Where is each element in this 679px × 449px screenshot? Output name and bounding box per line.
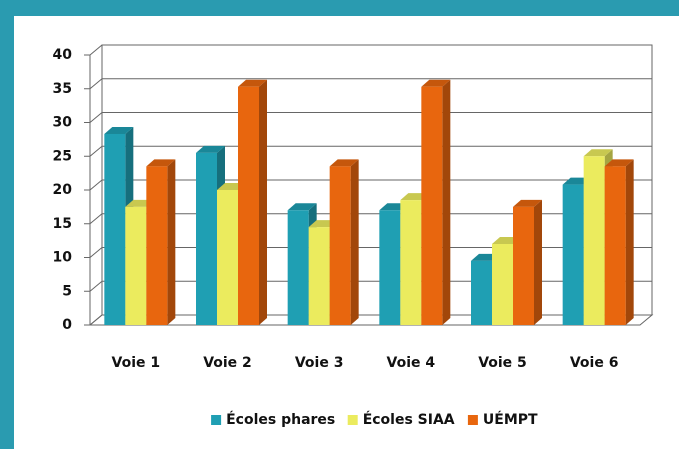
y-tick-label: 25 [53,148,72,164]
y-tick-label: 5 [62,283,72,299]
bar-front [238,86,259,325]
left-border [0,0,14,449]
bar-top [196,145,225,153]
bar-front [308,227,330,325]
grid-line [89,44,652,56]
bar-front [379,210,401,325]
bar-front [217,190,238,325]
grid-line [89,78,652,90]
bar-side [534,199,542,325]
bar [604,159,634,325]
x-tick-label: Voie 2 [203,355,252,371]
bar-front [104,133,126,325]
grid-line [89,280,652,292]
bar-top [604,159,634,167]
bar-top [238,79,267,87]
legend-label: Écoles phares [226,411,335,428]
grid-line [89,112,652,123]
bar-front [329,166,351,325]
bar-side [167,159,176,325]
grid-line [89,213,652,225]
y-tick-label: 30 [53,115,73,131]
y-tick-label: 35 [53,81,72,97]
bar-top [329,159,359,167]
y-tick-label: 15 [53,216,72,232]
bar-front [400,200,422,325]
top-border [0,0,679,16]
legend-swatch [347,415,358,425]
bar-top [287,203,317,211]
bar-front [196,152,217,325]
y-tick-label: 40 [53,47,73,63]
legend-label: UÉMPT [483,411,538,428]
bar [421,79,451,325]
bar-top [104,126,134,134]
grid-line [89,247,652,258]
legend-label: Écoles SIAA [363,411,455,428]
legend-swatch [467,415,478,425]
x-tick-label: Voie 5 [478,355,527,371]
grid-line [89,145,652,157]
x-tick-label: Voie 1 [112,355,161,371]
grid-line [89,179,652,191]
bar-front [562,184,584,325]
bar [329,159,359,325]
x-tick-label: Voie 6 [570,355,619,371]
bar-front [604,166,626,325]
bar-front [583,156,605,325]
bar-front [287,210,309,325]
bar-front [421,86,443,325]
grid-line [89,314,652,326]
x-tick-label: Voie 4 [387,355,436,371]
bar [238,79,267,325]
bar-side [442,79,451,325]
bar [146,159,176,325]
x-tick-label: Voie 3 [295,355,344,371]
bar-side [625,159,634,325]
bar-front [125,206,147,325]
bar-front [513,206,534,325]
bar-side [259,79,267,325]
bar-top [583,149,613,157]
bar-top [146,159,176,167]
y-tick-label: 20 [53,182,73,198]
legend-swatch [211,415,222,425]
bar-front [471,260,492,325]
bar [513,199,542,325]
y-tick-label: 0 [62,317,72,333]
bar-front [146,166,168,325]
bar-top [513,199,542,207]
bar-front [492,244,513,325]
bar-top [421,79,451,87]
y-tick-label: 10 [53,250,73,266]
bar-side [350,159,359,325]
